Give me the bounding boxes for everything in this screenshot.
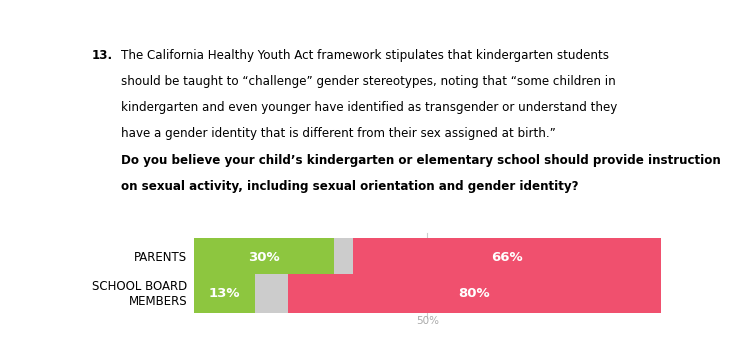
- Text: PARENTS: PARENTS: [134, 251, 187, 264]
- Text: 66%: 66%: [491, 251, 523, 264]
- Bar: [334, 238, 353, 277]
- Bar: [255, 274, 288, 313]
- Text: Do you believe your child’s kindergarten or elementary school should provide ins: Do you believe your child’s kindergarten…: [121, 154, 721, 167]
- Bar: [288, 274, 661, 313]
- Bar: [353, 238, 661, 277]
- Text: 80%: 80%: [458, 287, 490, 300]
- Text: 13%: 13%: [209, 287, 241, 300]
- Bar: [195, 238, 334, 277]
- Text: should be taught to “challenge” gender stereotypes, noting that “some children i: should be taught to “challenge” gender s…: [121, 75, 616, 88]
- Bar: [195, 274, 255, 313]
- Text: have a gender identity that is different from their sex assigned at birth.”: have a gender identity that is different…: [121, 127, 560, 140]
- Text: kindergarten and even younger have identified as transgender or understand they: kindergarten and even younger have ident…: [121, 101, 617, 114]
- Text: The California Healthy Youth Act framework stipulates that kindergarten students: The California Healthy Youth Act framewo…: [121, 48, 609, 61]
- Text: Yes: Yes: [250, 238, 279, 253]
- Text: SCHOOL BOARD
MEMBERS: SCHOOL BOARD MEMBERS: [92, 280, 187, 308]
- Text: No: No: [575, 238, 597, 253]
- Text: 13.: 13.: [92, 48, 113, 61]
- Text: 30%: 30%: [248, 251, 280, 264]
- Text: on sexual activity, including sexual orientation and gender identity?: on sexual activity, including sexual ori…: [121, 180, 579, 193]
- Text: 50%: 50%: [416, 317, 439, 326]
